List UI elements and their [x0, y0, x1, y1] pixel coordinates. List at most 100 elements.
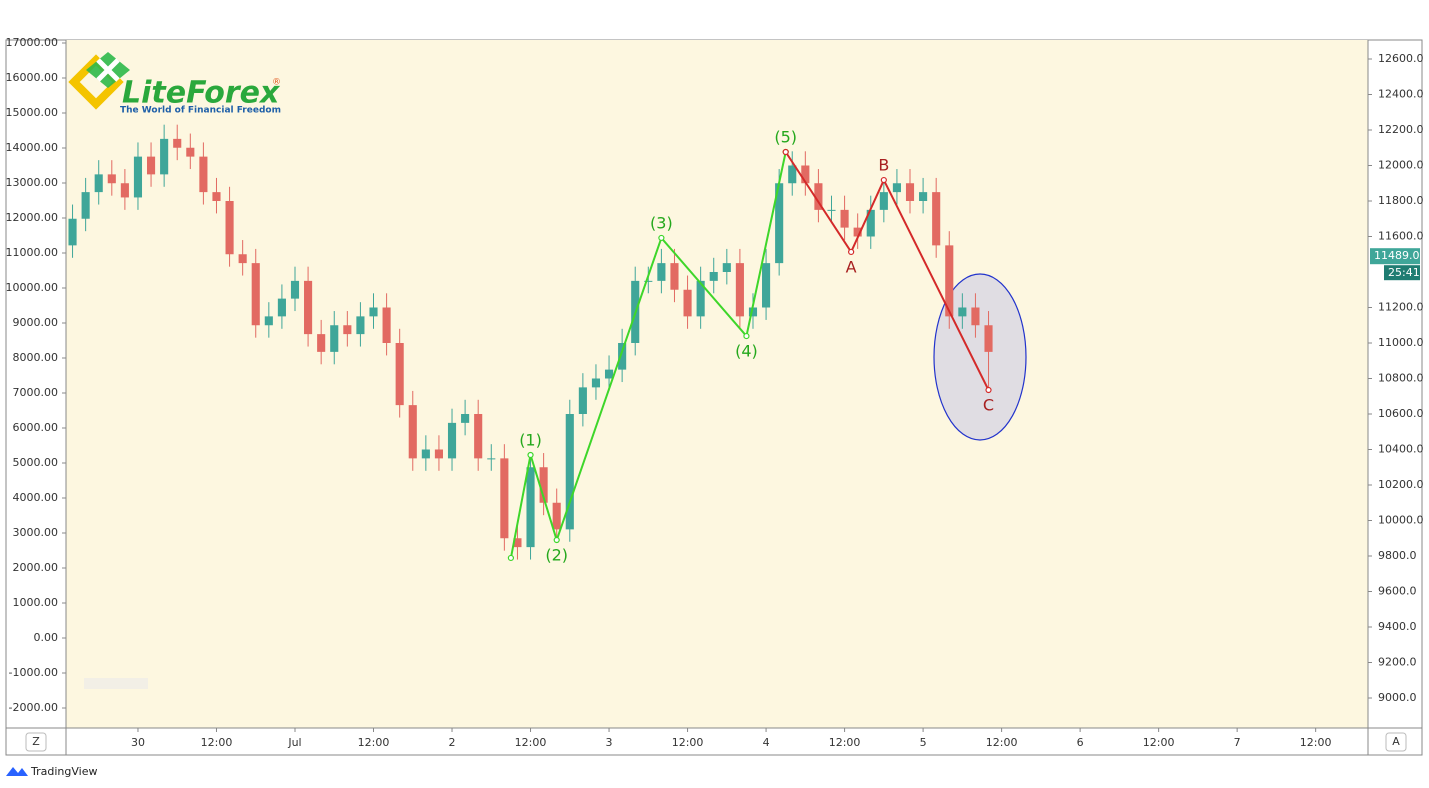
wave-point: [507, 554, 515, 562]
x-tick-label: Jul: [287, 736, 301, 749]
y-tick-label: 3000.00: [13, 526, 59, 539]
candle-body: [670, 263, 679, 290]
y2-tick-label: 9200.0: [1378, 656, 1417, 669]
marks: (1) (2) (3) (4) (5) A B C: [68, 124, 994, 565]
auto-scale-toggle[interactable]: [1385, 732, 1407, 752]
y2-tick-label: 11800.0: [1378, 194, 1424, 207]
y-tick-label: 0.00: [34, 631, 59, 644]
x-tick-label: 12:00: [672, 736, 704, 749]
candle-body: [146, 156, 156, 175]
y2-tick-label: 12400.0: [1378, 87, 1424, 100]
candle-body: [644, 280, 653, 282]
x-tick-label: 30: [131, 736, 145, 749]
y-tick-label: 8000.00: [13, 351, 59, 364]
scale-toggle-left-label[interactable]: Z: [32, 735, 40, 748]
logo-registered: ®: [272, 78, 281, 88]
candle-body: [264, 316, 273, 326]
candle-body: [212, 192, 221, 201]
y2-tick-label: 11200.0: [1378, 300, 1424, 313]
y-tick-label: 2000.00: [13, 561, 59, 574]
countdown-box: [1384, 265, 1420, 281]
candle-body: [356, 316, 365, 335]
wave-point: [553, 536, 560, 544]
y2-tick-label: 9000.0: [1378, 691, 1417, 704]
placeholder: [84, 678, 148, 689]
candle-body: [565, 413, 574, 530]
x-tick-label: 5: [920, 736, 927, 749]
x-tick-label: 3: [606, 736, 613, 749]
y2-tick-label: 10200.0: [1378, 478, 1424, 491]
candle-body: [186, 147, 195, 157]
x-tick-label: 12:00: [201, 736, 233, 749]
auto-scale-toggle-label[interactable]: A: [1392, 735, 1400, 748]
wave-label: (5): [774, 128, 797, 147]
x-tick-label: 12:00: [515, 736, 547, 749]
y2-tick-label: 12200.0: [1378, 123, 1424, 136]
candle-body: [722, 263, 731, 272]
candle-body: [919, 192, 928, 201]
candle-body: [408, 405, 417, 459]
wave-point: [782, 148, 789, 156]
candle-body: [474, 413, 483, 459]
wave-point: [848, 248, 855, 256]
candle-body: [238, 254, 247, 264]
candle-body: [892, 183, 901, 193]
candle-body: [945, 245, 954, 317]
scale-toggle-left[interactable]: [25, 732, 47, 752]
x-tick-label: 12:00: [1143, 736, 1175, 749]
wave-label: A: [846, 257, 857, 276]
y-tick-label: 10000.00: [6, 281, 59, 294]
candle-body: [709, 271, 718, 281]
x-tick-label: 6: [1077, 736, 1084, 749]
x-tick-label: 12:00: [829, 736, 861, 749]
candle-body: [173, 138, 182, 148]
candle-body: [866, 209, 875, 237]
last-price-label: 11489.0: [1374, 249, 1420, 262]
wave-point: [985, 386, 992, 394]
candle-body: [827, 209, 836, 211]
candle-body: [552, 502, 561, 530]
candle-body: [199, 156, 208, 193]
y-tick-label: 13000.00: [6, 176, 59, 189]
candle-body: [578, 387, 587, 414]
candle-body: [604, 369, 614, 379]
wave-label: (4): [735, 342, 758, 361]
candle-body: [775, 183, 784, 264]
x-tick-label: 12:00: [358, 736, 390, 749]
candle-body: [814, 183, 823, 210]
wave-line: [784, 151, 990, 391]
wave-point: [880, 176, 887, 184]
y-tick-label: 17000.00: [6, 36, 59, 49]
y2-tick-label: 12000.0: [1378, 158, 1424, 171]
wave-label: (1): [519, 431, 542, 450]
footer-brand[interactable]: TradingView: [30, 765, 97, 778]
candle-body: [304, 280, 313, 335]
candle-body: [683, 289, 692, 317]
y-tick-label: 7000.00: [13, 386, 59, 399]
y-tick-label: 11000.00: [6, 246, 59, 259]
candle-body: [81, 192, 90, 219]
candle-body: [487, 458, 496, 460]
tradingview-icon: [6, 767, 28, 776]
logo-name: LiteForex: [122, 76, 281, 111]
y2-tick-label: 9800.0: [1378, 549, 1417, 562]
wave-point: [658, 234, 665, 242]
candle-body: [343, 325, 352, 335]
candle-body: [447, 422, 457, 459]
candle-body: [317, 334, 326, 352]
y-tick-label: 5000.00: [13, 456, 59, 469]
y-tick-label: -2000.00: [9, 701, 58, 714]
candle-body: [277, 298, 286, 317]
candle-body: [382, 307, 391, 343]
highlight-ellipse: [933, 273, 1027, 441]
candle-body: [461, 413, 470, 423]
wave-point: [743, 332, 750, 340]
x-tick-label: 4: [763, 736, 770, 749]
candle-body: [369, 307, 378, 317]
candle-body: [513, 538, 522, 548]
candle-body: [905, 183, 915, 201]
candle-body: [160, 138, 169, 175]
x-tick-label: 12:00: [1300, 736, 1332, 749]
y-tick-label: 9000.00: [13, 316, 59, 329]
candle-body: [840, 209, 849, 228]
